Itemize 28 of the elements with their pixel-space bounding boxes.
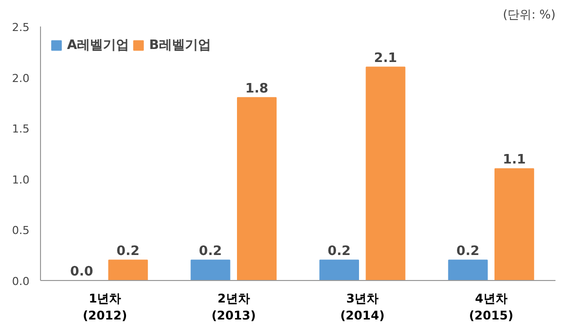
- bar: [448, 260, 488, 280]
- data-label: 1.1: [502, 152, 526, 168]
- y-tick-label: 1.0: [12, 173, 30, 186]
- bar: [236, 97, 277, 280]
- y-tick-label: 2.0: [12, 72, 30, 85]
- legend-label: A레벨기업: [67, 37, 130, 54]
- bar: [366, 66, 406, 280]
- data-label: 0.2: [328, 244, 351, 260]
- x-tick-label: 2년차 (2013): [211, 292, 256, 322]
- x-tick-label: 3년차 (2014): [340, 292, 385, 322]
- data-label: 0.2: [116, 244, 140, 260]
- data-label: 0.2: [198, 244, 222, 260]
- bar: [190, 260, 230, 280]
- bar: [319, 260, 360, 280]
- bar: [108, 260, 148, 280]
- data-label: 0.0: [70, 264, 94, 280]
- data-label: 1.8: [245, 82, 268, 97]
- data-label: 0.2: [456, 244, 480, 260]
- y-tick-label: 0.5: [12, 224, 30, 238]
- y-tick-label: 1.5: [12, 122, 30, 136]
- bar: [494, 168, 534, 280]
- x-tick-label: 1년차 (2012): [82, 292, 128, 322]
- text: (단위: %): [502, 8, 556, 22]
- legend-label: B레벨기업: [149, 37, 211, 54]
- y-tick-label: 0.0: [12, 275, 30, 288]
- x-tick-label: 4년차 (2015): [468, 292, 514, 322]
- data-label: 2.1: [374, 51, 398, 66]
- y-tick-label: 2.5: [12, 21, 30, 34]
